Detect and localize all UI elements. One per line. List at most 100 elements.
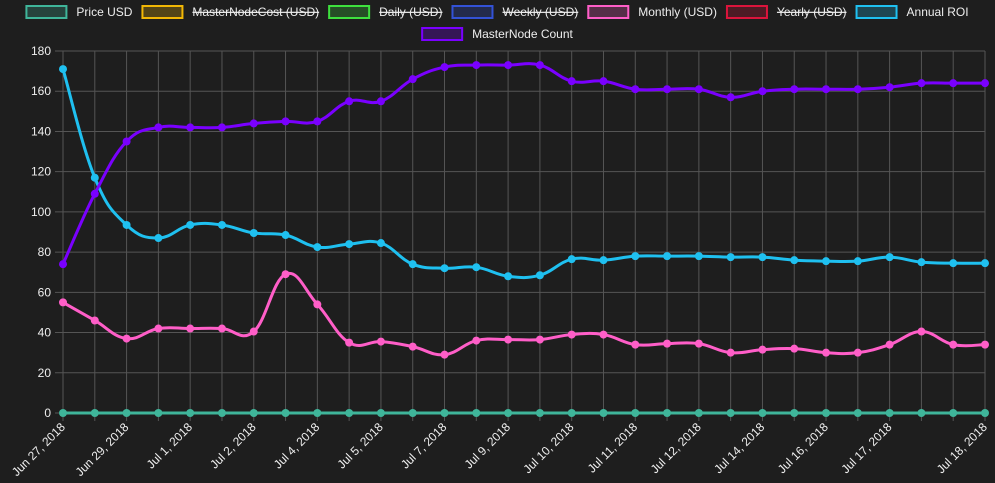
- data-point: [504, 335, 513, 344]
- data-point: [186, 123, 195, 132]
- data-point: [726, 93, 735, 102]
- data-point: [90, 409, 99, 417]
- data-point: [59, 65, 67, 74]
- data-point: [631, 252, 640, 261]
- data-point: [345, 240, 354, 249]
- data-point: [281, 270, 290, 279]
- data-point: [663, 409, 672, 417]
- data-point: [376, 239, 385, 248]
- data-point: [885, 83, 894, 92]
- y-tick-label: 120: [31, 165, 51, 179]
- legend-swatch: [328, 5, 371, 19]
- data-point: [59, 409, 67, 417]
- x-tick-label: Jul 7, 2018: [398, 420, 450, 472]
- y-tick-label: 60: [38, 285, 52, 299]
- legend-item[interactable]: MasterNode Count: [421, 27, 574, 41]
- data-point: [217, 409, 226, 417]
- data-point: [535, 335, 544, 344]
- data-point: [599, 409, 608, 417]
- data-point: [790, 85, 799, 94]
- data-point: [122, 137, 131, 146]
- data-point: [949, 340, 958, 349]
- legend-item[interactable]: Annual ROI: [855, 5, 969, 19]
- data-point: [376, 337, 385, 346]
- legend-swatch: [141, 5, 184, 19]
- data-point: [313, 409, 322, 417]
- data-point: [59, 298, 67, 307]
- data-point: [408, 260, 417, 269]
- data-point: [726, 348, 735, 357]
- y-tick-label: 100: [31, 205, 51, 219]
- data-point: [917, 258, 926, 267]
- data-point: [472, 263, 481, 272]
- data-point: [726, 253, 735, 262]
- data-point: [281, 409, 290, 417]
- x-tick-label: Jul 10, 2018: [521, 420, 577, 476]
- x-tick-label: Jul 1, 2018: [144, 420, 196, 472]
- data-point: [694, 409, 703, 417]
- y-tick-label: 160: [31, 84, 51, 98]
- data-point: [90, 189, 99, 198]
- legend-label: Yearly (USD): [777, 5, 847, 19]
- data-point: [949, 409, 958, 417]
- data-point: [90, 173, 99, 182]
- data-point: [822, 348, 831, 357]
- data-point: [504, 272, 513, 281]
- data-point: [981, 409, 989, 417]
- data-point: [694, 85, 703, 94]
- legend-item[interactable]: Monthly (USD): [587, 5, 717, 19]
- data-point: [599, 77, 608, 86]
- x-tick-label: Jun 27, 2018: [9, 420, 68, 479]
- legend-item[interactable]: Yearly (USD): [725, 5, 847, 19]
- data-point: [949, 79, 958, 88]
- data-point: [853, 348, 862, 357]
- data-point: [822, 409, 831, 417]
- data-point: [408, 409, 417, 417]
- data-point: [663, 339, 672, 348]
- legend-swatch: [421, 27, 464, 41]
- series-line: [61, 62, 985, 265]
- legend-swatch: [451, 5, 494, 19]
- legend-item[interactable]: MasterNodeCost (USD): [141, 5, 319, 19]
- x-tick-label: Jul 17, 2018: [838, 420, 894, 476]
- data-point: [345, 409, 354, 417]
- data-point: [504, 61, 513, 70]
- x-tick-label: Jul 18, 2018: [934, 420, 990, 476]
- legend-item[interactable]: Daily (USD): [328, 5, 442, 19]
- legend-item[interactable]: Weekly (USD): [451, 5, 578, 19]
- legend-swatch: [587, 5, 630, 19]
- data-point: [917, 327, 926, 336]
- legend-item[interactable]: Price USD: [25, 5, 133, 19]
- data-point: [472, 336, 481, 345]
- data-point: [186, 409, 195, 417]
- data-point: [981, 259, 989, 268]
- data-point: [154, 409, 163, 417]
- data-point: [790, 256, 799, 265]
- data-point: [535, 61, 544, 70]
- data-point: [822, 257, 831, 266]
- x-tick-label: Jul 5, 2018: [334, 420, 386, 472]
- legend-swatch: [25, 5, 68, 19]
- data-point: [567, 330, 576, 339]
- data-point: [758, 345, 767, 354]
- data-point: [376, 97, 385, 106]
- data-point: [59, 260, 67, 269]
- data-point: [440, 409, 449, 417]
- legend-label: Price USD: [76, 5, 132, 19]
- data-point: [249, 229, 258, 238]
- data-point: [472, 409, 481, 417]
- data-point: [853, 85, 862, 94]
- data-point: [790, 344, 799, 353]
- data-point: [758, 253, 767, 262]
- legend-swatch: [855, 5, 898, 19]
- data-point: [440, 264, 449, 273]
- data-point: [154, 324, 163, 333]
- series-line: [62, 271, 986, 357]
- data-point: [408, 342, 417, 351]
- data-point: [758, 87, 767, 96]
- data-point: [885, 340, 894, 349]
- data-point: [313, 243, 322, 252]
- data-point: [504, 409, 513, 417]
- data-point: [917, 79, 926, 88]
